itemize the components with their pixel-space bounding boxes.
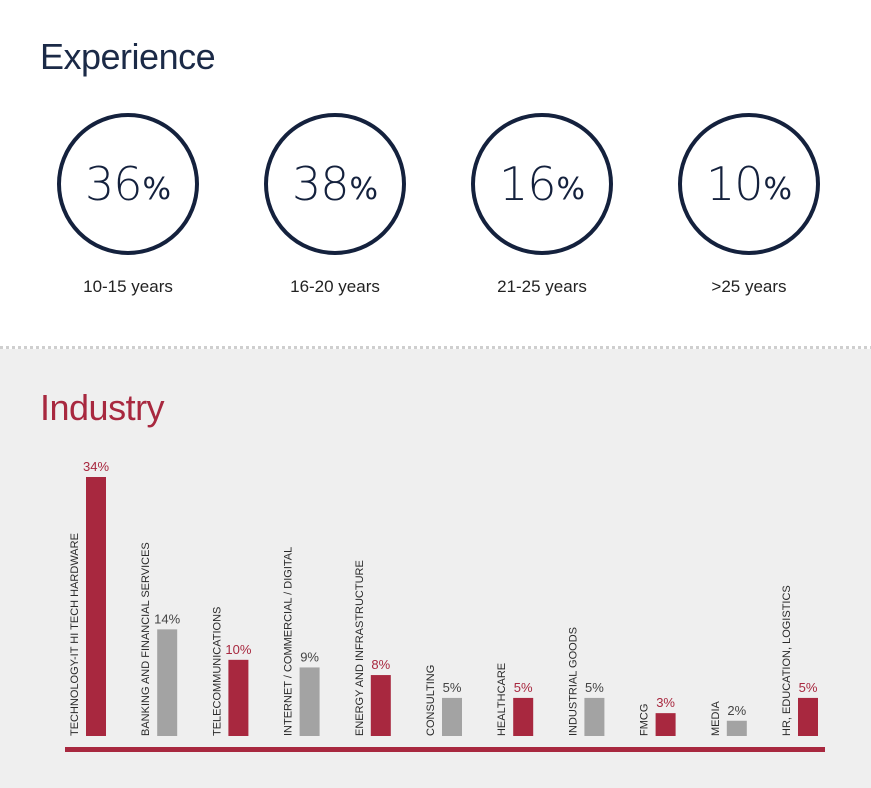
bar-value-label: 5%: [799, 680, 818, 695]
percent-circle: 16%: [471, 113, 613, 255]
bar: [798, 697, 818, 736]
bar-value-label: 2%: [727, 703, 746, 718]
stat-number: 10: [705, 157, 764, 211]
bar: [726, 720, 747, 736]
category-label: HEALTHCARE: [496, 663, 508, 736]
percent-circle: 36%: [57, 113, 199, 255]
bar: [157, 629, 178, 736]
bar-value-label: 9%: [300, 649, 319, 664]
bar-value-label: 10%: [225, 642, 251, 657]
experience-title: Experience: [40, 36, 216, 77]
bar-value-label: 5%: [514, 680, 533, 695]
category-label: BANKING AND FINANCIAL SERVICES: [140, 542, 152, 736]
experience-stat-21-25: 16% 21-25 years: [467, 113, 617, 297]
bar-value-label: 34%: [83, 459, 109, 474]
industry-bar-chart: 34% TECHNOLOGY-IT HI TECH HARDWARE 14%BANK…: [65, 459, 825, 752]
bar-value-label: 8%: [371, 657, 390, 672]
experience-stat-16-20: 38% 16-20 years: [260, 113, 410, 297]
category-label: MEDIA: [710, 701, 722, 737]
bar-value-label: 5%: [585, 680, 604, 695]
stat-label: 10-15 years: [83, 277, 173, 296]
stat-number: 38: [291, 157, 350, 211]
experience-stat-10-15: 36% 10-15 years: [53, 113, 203, 297]
stat-percent-sign: %: [763, 171, 793, 207]
bar: [228, 659, 249, 736]
baseline-axis: [65, 747, 825, 752]
bar-value-label: 3%: [656, 695, 675, 710]
industry-panel: Industry 34% TECHNOLOGY-IT HI TECH HARDWA…: [0, 349, 871, 788]
category-label: INDUSTRIAL GOODS: [567, 627, 579, 736]
bar-value-label: 5%: [443, 680, 462, 695]
bar: [370, 675, 391, 736]
category-label: FMCG: [639, 704, 651, 736]
category-label: ENERGY AND INFRASTRUCTURE: [354, 560, 366, 736]
stat-label: 16-20 years: [290, 277, 380, 296]
category-label: TECHNOLOGY-IT HI TECH HARDWARE: [69, 533, 81, 736]
industry-title: Industry: [40, 387, 165, 428]
category-label: HR, EDUCATION, LOGISTICS: [781, 585, 793, 736]
percent-circle: 38%: [264, 113, 406, 255]
section-divider: [0, 346, 871, 349]
bar: [584, 697, 605, 736]
stat-number: 36: [84, 157, 143, 211]
stat-number: 16: [498, 157, 557, 211]
stat-percent-sign: %: [349, 171, 379, 207]
bar-value-label: 14%: [154, 611, 180, 626]
bar: [655, 713, 676, 736]
bar: [513, 697, 534, 736]
stat-percent-sign: %: [142, 171, 172, 207]
experience-stat-over-25: 10% >25 years: [674, 113, 824, 297]
percent-circle: 10%: [678, 113, 820, 255]
stat-percent-sign: %: [556, 171, 586, 207]
stat-label: >25 years: [711, 277, 787, 296]
category-label: INTERNET / COMMERCIAL / DIGITAL: [283, 547, 295, 736]
stat-label: 21-25 years: [497, 277, 587, 296]
bar: [442, 697, 462, 736]
category-label: CONSULTING: [425, 665, 437, 736]
category-label: TELECOMMUNICATIONS: [211, 607, 223, 736]
bar: [299, 667, 320, 736]
bar: [86, 477, 106, 736]
